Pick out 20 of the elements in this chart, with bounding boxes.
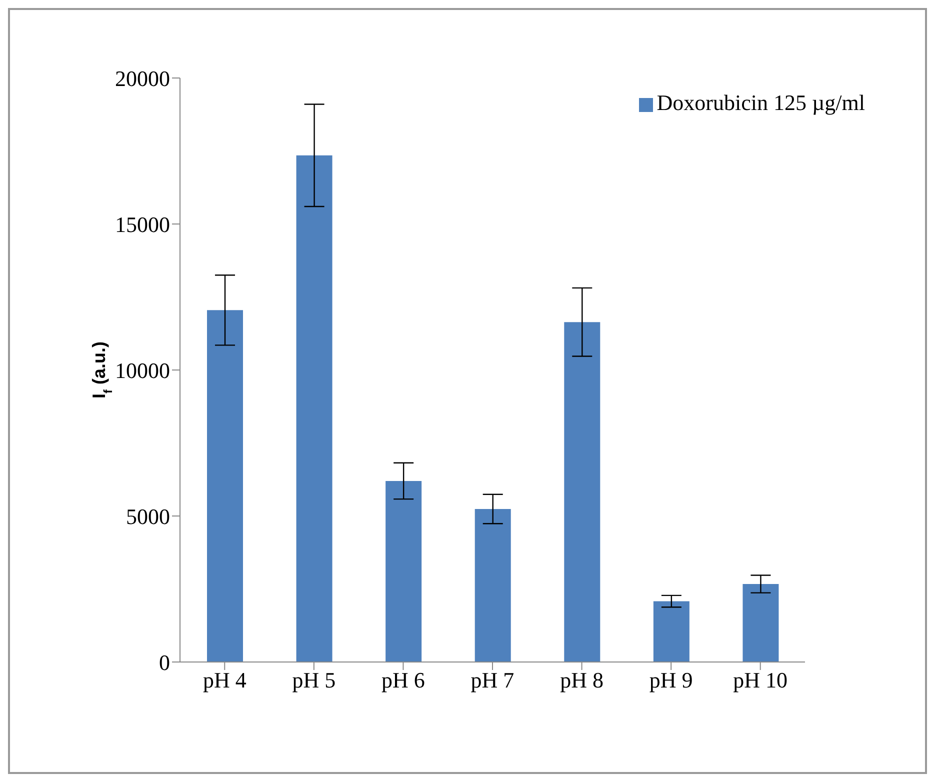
x-tick-label: pH 8 (560, 668, 604, 693)
y-tick-label: 5000 (126, 504, 170, 529)
bar (386, 480, 422, 662)
bar (207, 310, 243, 662)
y-tick-label: 0 (159, 650, 170, 675)
x-tick-label: pH 4 (202, 668, 246, 693)
x-tick-label: pH 9 (649, 668, 693, 693)
bar (564, 322, 600, 662)
y-tick-label: 10000 (115, 358, 170, 383)
y-tick-label: 20000 (115, 66, 170, 91)
x-tick-label: pH 5 (292, 668, 336, 693)
bar (742, 584, 779, 662)
bar (296, 155, 332, 662)
legend-label: Doxorubicin 125 µg/ml (656, 90, 865, 115)
bar (474, 508, 511, 662)
x-tick-label: pH 7 (470, 668, 514, 693)
y-tick-label: 15000 (115, 212, 170, 237)
x-tick-label: pH 6 (382, 668, 425, 693)
x-tick-label: pH 10 (733, 668, 788, 693)
bar (653, 601, 690, 662)
